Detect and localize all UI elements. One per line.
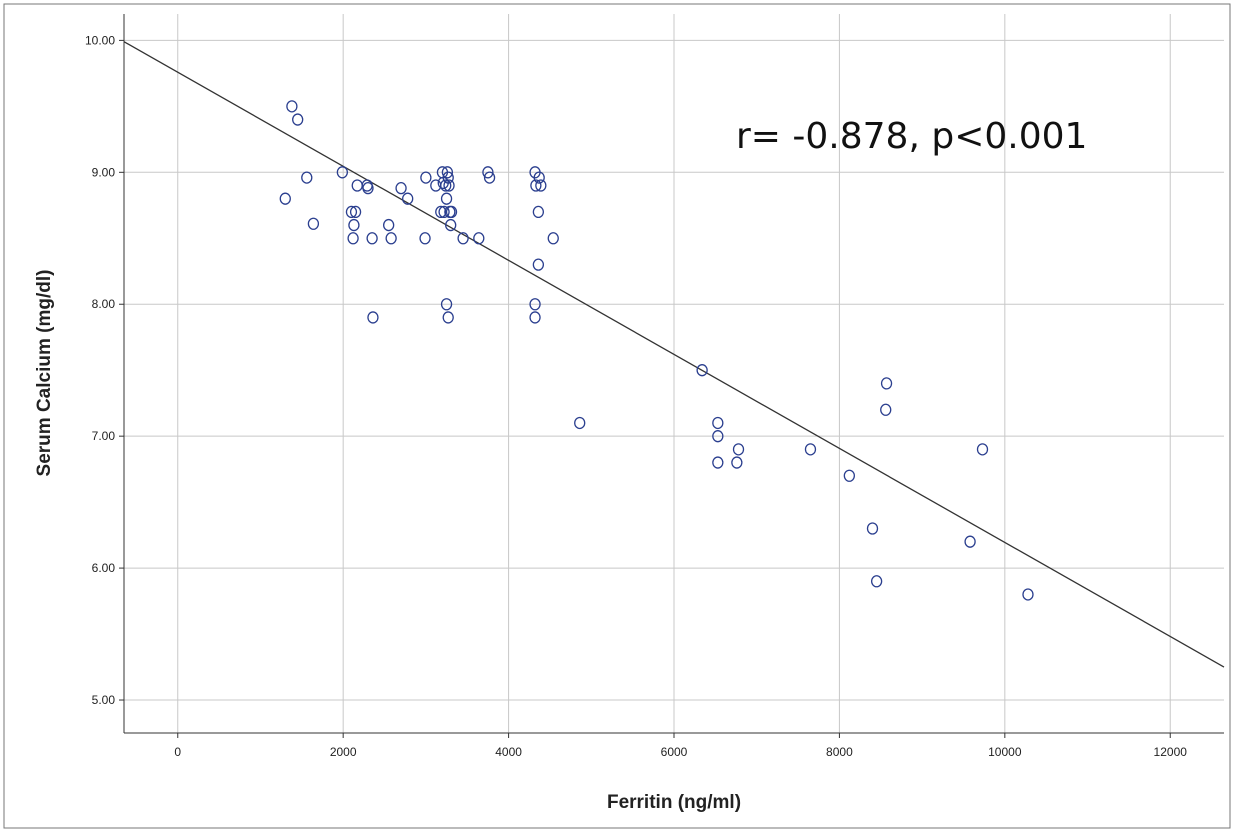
data-point xyxy=(445,205,458,219)
data-point xyxy=(301,171,313,184)
y-tick-label: 10.00 xyxy=(85,33,115,47)
data-point xyxy=(457,232,469,245)
data-point xyxy=(292,113,304,126)
data-point xyxy=(441,166,454,179)
data-point xyxy=(440,192,453,205)
data-point xyxy=(366,232,378,245)
y-tick-label: 9.00 xyxy=(92,165,116,179)
y-tick-label: 7.00 xyxy=(92,429,116,443)
y-tick-label: 6.00 xyxy=(92,561,116,575)
data-point xyxy=(347,232,359,245)
grid xyxy=(124,14,1224,733)
y-tick-label: 5.00 xyxy=(92,693,116,707)
data-point xyxy=(483,171,496,184)
data-point xyxy=(349,205,362,219)
data-point xyxy=(420,171,432,184)
data-point xyxy=(732,443,745,456)
data-point xyxy=(964,535,976,548)
data-point xyxy=(880,403,892,416)
data-point xyxy=(443,179,455,192)
data-point xyxy=(438,205,450,219)
axes xyxy=(119,14,1224,738)
data-point xyxy=(473,232,485,245)
data-point xyxy=(279,192,291,205)
data-point xyxy=(402,192,414,205)
data-point xyxy=(383,218,395,232)
data-point xyxy=(529,298,541,311)
data-point xyxy=(367,311,379,324)
data-point xyxy=(336,166,348,179)
data-point xyxy=(442,311,454,324)
data-point xyxy=(445,218,457,232)
data-point xyxy=(482,166,494,179)
data-point xyxy=(532,258,545,271)
data-point xyxy=(574,416,586,430)
correlation-annotation: r= -0.878, p<0.001 xyxy=(736,116,1087,157)
x-tick-label: 4000 xyxy=(495,745,522,759)
x-tick-label: 8000 xyxy=(826,745,853,759)
x-tick-label: 10000 xyxy=(988,745,1022,759)
data-point xyxy=(731,456,743,469)
x-tick-labels: 0 2000 4000 6000 8000 10000 12000 xyxy=(174,745,1187,759)
data-point xyxy=(843,469,855,482)
regression-line xyxy=(123,41,1225,668)
data-point xyxy=(712,416,724,430)
data-point xyxy=(530,179,542,192)
data-point xyxy=(880,377,893,390)
x-tick-label: 6000 xyxy=(661,745,688,759)
data-point xyxy=(870,575,883,588)
data-point xyxy=(440,298,453,311)
y-tick-label: 8.00 xyxy=(92,297,116,311)
data-point xyxy=(866,522,879,535)
data-point xyxy=(976,443,989,456)
data-point xyxy=(532,205,545,219)
x-tick-label: 2000 xyxy=(330,745,357,759)
data-point xyxy=(535,179,547,192)
data-point xyxy=(362,181,374,195)
x-tick-label: 12000 xyxy=(1154,745,1188,759)
chart-border xyxy=(3,3,1231,829)
data-point xyxy=(804,443,817,456)
data-point xyxy=(286,100,298,113)
data-point xyxy=(435,205,447,219)
data-point xyxy=(1022,588,1034,601)
x-tick-label: 0 xyxy=(174,745,181,759)
data-point xyxy=(696,364,708,377)
data-point xyxy=(345,205,358,219)
data-point xyxy=(533,171,545,184)
data-point xyxy=(307,217,320,230)
data-point xyxy=(547,232,559,245)
data-point xyxy=(529,311,541,324)
data-point xyxy=(712,456,724,469)
data-point xyxy=(419,232,431,245)
data-point xyxy=(348,218,360,232)
data-point xyxy=(440,179,452,192)
x-axis-label: Ferritin (ng/ml) xyxy=(607,792,741,813)
y-tick-labels: 5.00 6.00 7.00 8.00 9.00 10.00 xyxy=(85,33,115,707)
data-points xyxy=(279,100,1034,601)
data-point xyxy=(442,171,454,184)
data-point xyxy=(712,430,724,443)
data-point xyxy=(385,232,397,245)
y-axis-label: Serum Calcium (mg/dl) xyxy=(34,270,55,477)
data-point xyxy=(395,181,407,195)
